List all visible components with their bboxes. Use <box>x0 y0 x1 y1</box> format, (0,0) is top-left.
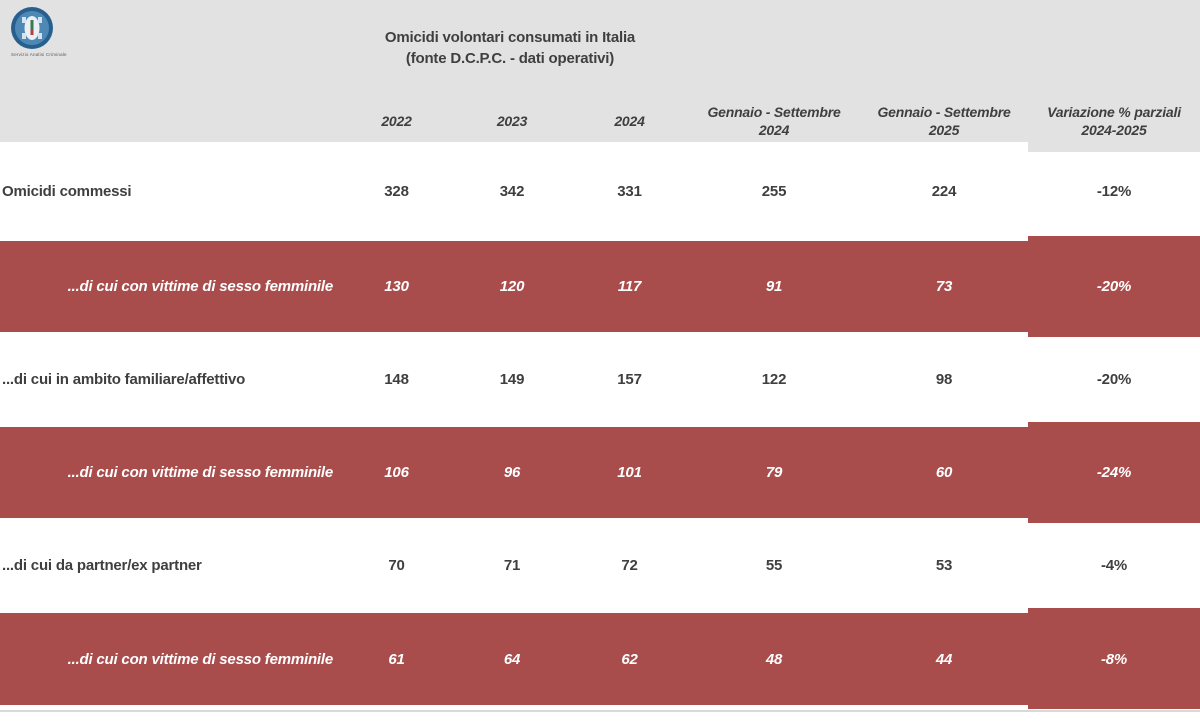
cell-value: 62 <box>621 650 638 668</box>
page-title-line2: (fonte D.C.P.C. - dati operativi) <box>405 50 615 67</box>
row-label: ...di cui con vittime di sesso femminile <box>67 278 334 295</box>
table-row: ...di cui in ambito familiare/affettivo … <box>0 332 1200 427</box>
cell-value: 53 <box>935 557 953 574</box>
cell-value: 72 <box>621 557 638 574</box>
cell-value: -20% <box>1096 278 1132 295</box>
red-band-variation-row6 <box>1028 608 1200 709</box>
cell-value: -24% <box>1096 464 1132 481</box>
cell-value: 61 <box>388 650 405 668</box>
bottom-divider <box>0 710 1200 712</box>
logo-caption: Servizio Analisi Criminale <box>11 52 67 57</box>
column-header-variazione: Variazione % parziali 2024-2025 <box>1047 104 1181 138</box>
cell-value: -8% <box>1100 650 1128 668</box>
row-label: ...di cui da partner/ex partner <box>2 557 202 574</box>
row-label: ...di cui in ambito familiare/affettivo <box>2 371 246 388</box>
cell-value: 117 <box>617 278 642 295</box>
row-label: ...di cui con vittime di sesso femminile <box>67 464 334 481</box>
cell-value: 255 <box>761 183 787 200</box>
header-band <box>0 0 1200 142</box>
cell-value: 73 <box>935 278 953 295</box>
column-header-2022: 2022 <box>381 113 412 129</box>
cell-value: 157 <box>617 371 642 388</box>
cell-value: 148 <box>384 371 409 388</box>
page-title-line1: Omicidi volontari consumati in Italia <box>384 29 636 46</box>
cell-value: 224 <box>931 183 957 200</box>
cell-value: 79 <box>765 464 783 481</box>
header-band-extension <box>1028 142 1200 152</box>
cell-value: 106 <box>384 464 409 481</box>
cell-value: -12% <box>1096 183 1132 200</box>
cell-value: 331 <box>617 183 642 200</box>
cell-value: 120 <box>499 278 525 295</box>
column-header-gen-set-2025: Gennaio - Settembre 2025 <box>877 104 1011 138</box>
row-label: ...di cui con vittime di sesso femminile <box>67 650 334 668</box>
cell-value: 71 <box>503 557 521 574</box>
table-row: ...di cui da partner/ex partner 70 71 72… <box>0 518 1200 613</box>
cell-value: -20% <box>1096 371 1132 388</box>
cell-value: 70 <box>388 557 405 574</box>
cell-value: 101 <box>617 464 642 481</box>
table-row: ...di cui con vittime di sesso femminile… <box>0 613 1200 705</box>
cell-value: 328 <box>384 183 409 200</box>
logo: Servizio Analisi Criminale <box>10 6 70 57</box>
cell-value: 91 <box>765 278 783 295</box>
page-title: Omicidi volontari consumati in Italia (f… <box>310 27 710 69</box>
column-header-2023: 2023 <box>496 113 528 129</box>
column-header-gen-set-2024: Gennaio - Settembre 2024 <box>707 104 841 138</box>
red-band-variation-row2 <box>1028 236 1200 337</box>
cell-value: 60 <box>935 464 953 481</box>
red-band-row6 <box>0 613 1028 705</box>
cell-value: 122 <box>761 371 787 388</box>
police-emblem-icon <box>10 6 70 50</box>
cell-value: 149 <box>499 371 525 388</box>
cell-value: -4% <box>1100 557 1128 574</box>
cell-value: 55 <box>765 557 783 574</box>
table-row: Omicidi commessi 328 342 331 255 224 -12… <box>0 142 1200 241</box>
table-row: ...di cui con vittime di sesso femminile… <box>0 427 1200 518</box>
red-band-row4 <box>0 427 1028 518</box>
cell-value: 130 <box>384 278 409 295</box>
cell-value: 48 <box>765 650 783 668</box>
cell-value: 96 <box>503 464 521 481</box>
red-band-row2 <box>0 241 1028 332</box>
row-label: Omicidi commessi <box>2 183 132 200</box>
cell-value: 64 <box>503 650 521 668</box>
cell-value: 44 <box>935 650 953 668</box>
column-header-2024: 2024 <box>614 113 645 129</box>
table-row: ...di cui con vittime di sesso femminile… <box>0 241 1200 332</box>
cell-value: 342 <box>499 183 525 200</box>
table-header-row: 2022 2023 2024 Gennaio - Settembre 2024 … <box>0 96 1200 146</box>
cell-value: 98 <box>935 371 953 388</box>
red-band-variation-row4 <box>1028 422 1200 523</box>
